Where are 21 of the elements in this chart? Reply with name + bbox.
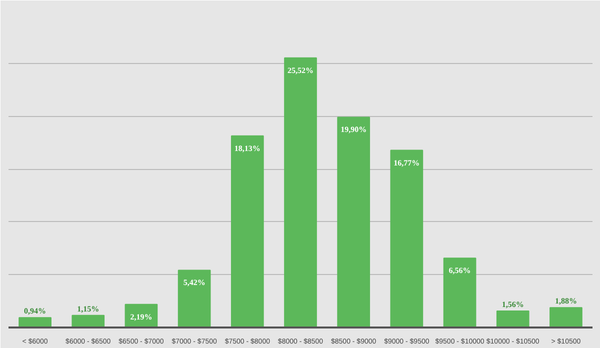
bar: [72, 314, 105, 328]
data-label: 0,94%: [24, 306, 46, 316]
data-label: 6,56%: [448, 266, 471, 276]
bar: [496, 310, 530, 328]
data-label: 25,52%: [288, 66, 314, 75]
data-label: 2,19%: [130, 312, 152, 322]
bar: [443, 258, 476, 328]
data-label: 1,88%: [554, 296, 577, 306]
data-label: 1,56%: [502, 300, 524, 310]
data-label: 16,77%: [394, 158, 420, 168]
data-label: 1,15%: [77, 304, 100, 314]
bar: [390, 150, 424, 328]
bar: [550, 307, 582, 328]
bar: [284, 57, 317, 328]
bar: [337, 116, 370, 328]
bar: [178, 270, 211, 328]
data-label: 5,42%: [183, 278, 206, 288]
data-label: 19,90%: [340, 125, 367, 134]
bar: [18, 317, 52, 328]
bar: [230, 135, 264, 328]
data-label: 18,13%: [234, 144, 260, 153]
